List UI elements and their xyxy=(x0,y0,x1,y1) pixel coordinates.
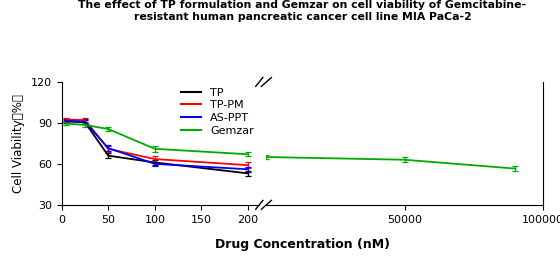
Legend: TP, TP-PM, AS-PPT, Gemzar: TP, TP-PM, AS-PPT, Gemzar xyxy=(181,88,254,136)
Y-axis label: Cell Viability（%）: Cell Viability（%） xyxy=(12,94,25,193)
Text: Drug Concentration (nM): Drug Concentration (nM) xyxy=(215,238,390,251)
Text: The effect of TP formulation and Gemzar on cell viability of Gemcitabine-
resist: The effect of TP formulation and Gemzar … xyxy=(78,0,526,22)
